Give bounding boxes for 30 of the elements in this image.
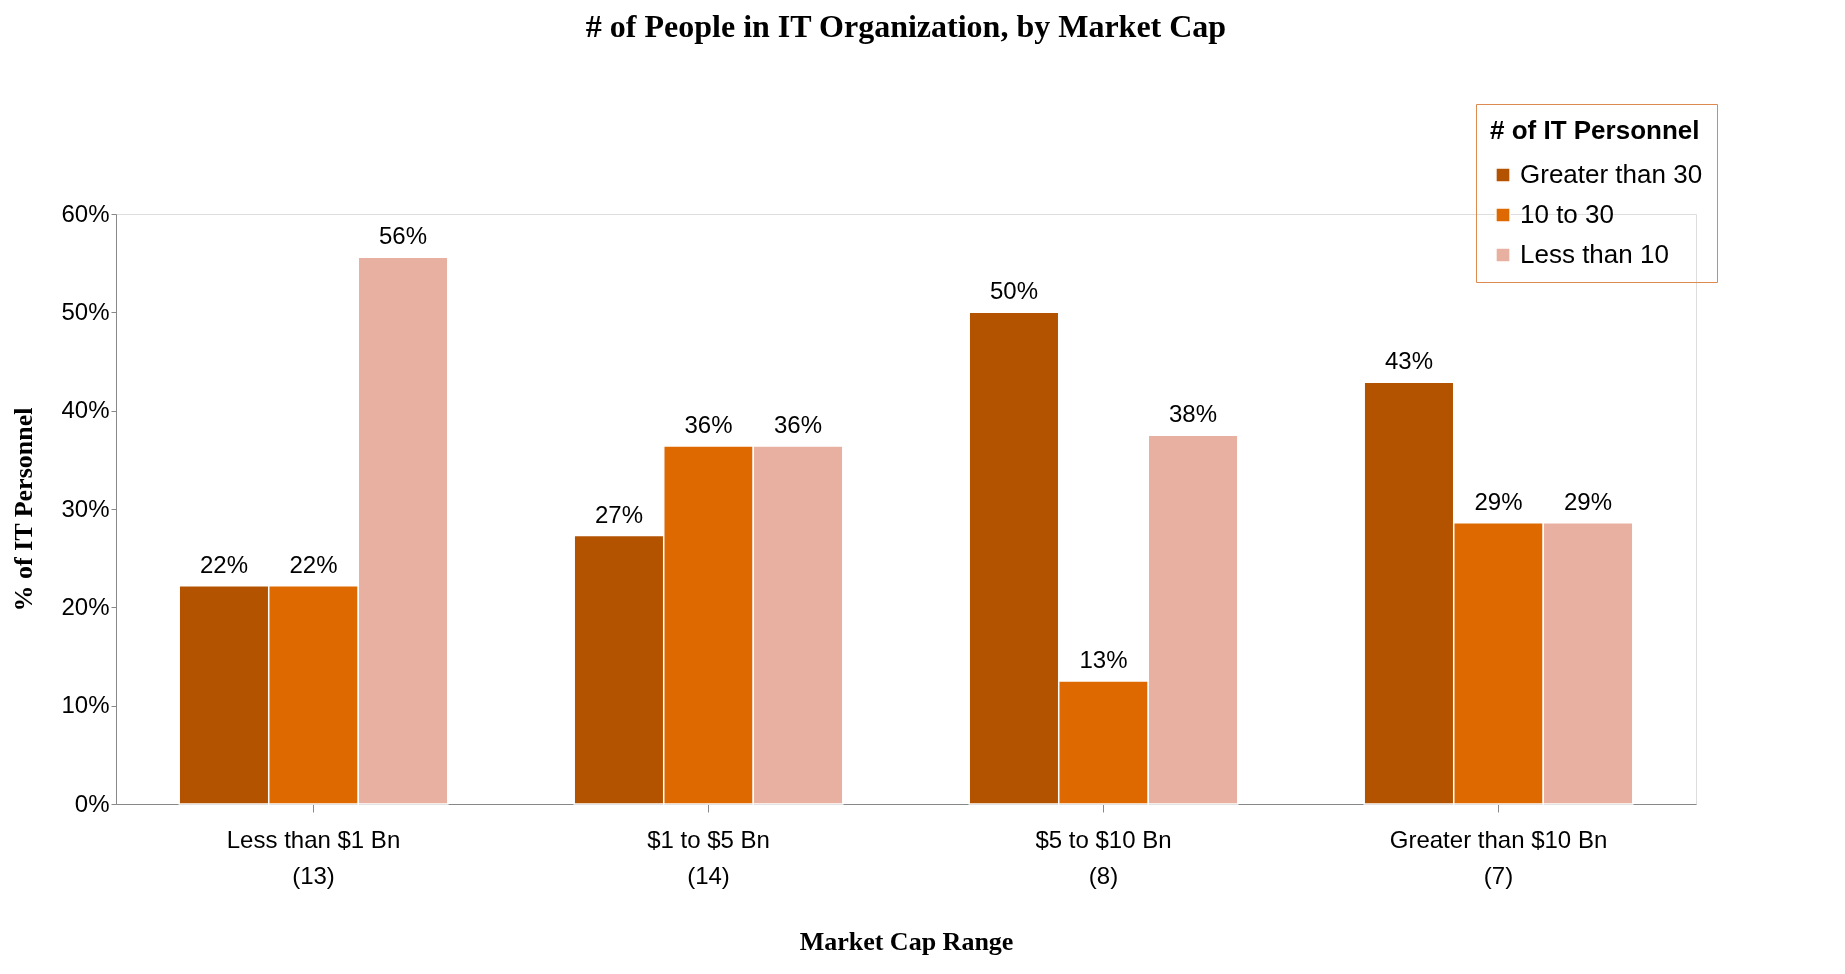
data-label: 38% [1169, 400, 1218, 428]
y-tick-label: 60% [61, 199, 110, 227]
x-tick-label: Greater than $10 Bn (7) [1389, 825, 1608, 889]
y-tick-label: 10% [61, 691, 110, 719]
data-label: 56% [379, 222, 428, 250]
data-label: 43% [1384, 347, 1433, 375]
x-tick-label: $5 to $10 Bn (8) [1035, 825, 1172, 889]
chart-title: # of People in IT Organization, by Market Cap [585, 7, 1227, 44]
x-axis-title: Market Cap Range [799, 926, 1014, 956]
y-tick-label: 0% [74, 789, 110, 817]
y-tick-label: 50% [61, 297, 110, 325]
data-label: 50% [989, 277, 1038, 305]
legend-label: Less than 10 [1520, 239, 1669, 269]
data-label: 22% [289, 550, 338, 578]
data-label: 36% [684, 411, 733, 439]
data-label: 22% [199, 550, 248, 578]
legend-title: # of IT Personnel [1490, 115, 1700, 145]
y-tick-label: 40% [61, 396, 110, 424]
data-label: 36% [774, 411, 823, 439]
x-tick-label: $1 to $5 Bn (14) [647, 825, 770, 889]
y-tick-label: 30% [61, 494, 110, 522]
y-axis-title: % of IT Personnel [9, 407, 39, 612]
data-label: 27% [594, 500, 643, 528]
data-label: 29% [1474, 487, 1523, 515]
data-label: 29% [1564, 487, 1613, 515]
legend-label: 10 to 30 [1520, 199, 1614, 229]
x-tick-label: Less than $1 Bn (13) [226, 825, 401, 889]
legend-label: Greater than 30 [1520, 159, 1703, 189]
y-tick-label: 20% [61, 592, 110, 620]
data-label: 13% [1079, 646, 1128, 674]
